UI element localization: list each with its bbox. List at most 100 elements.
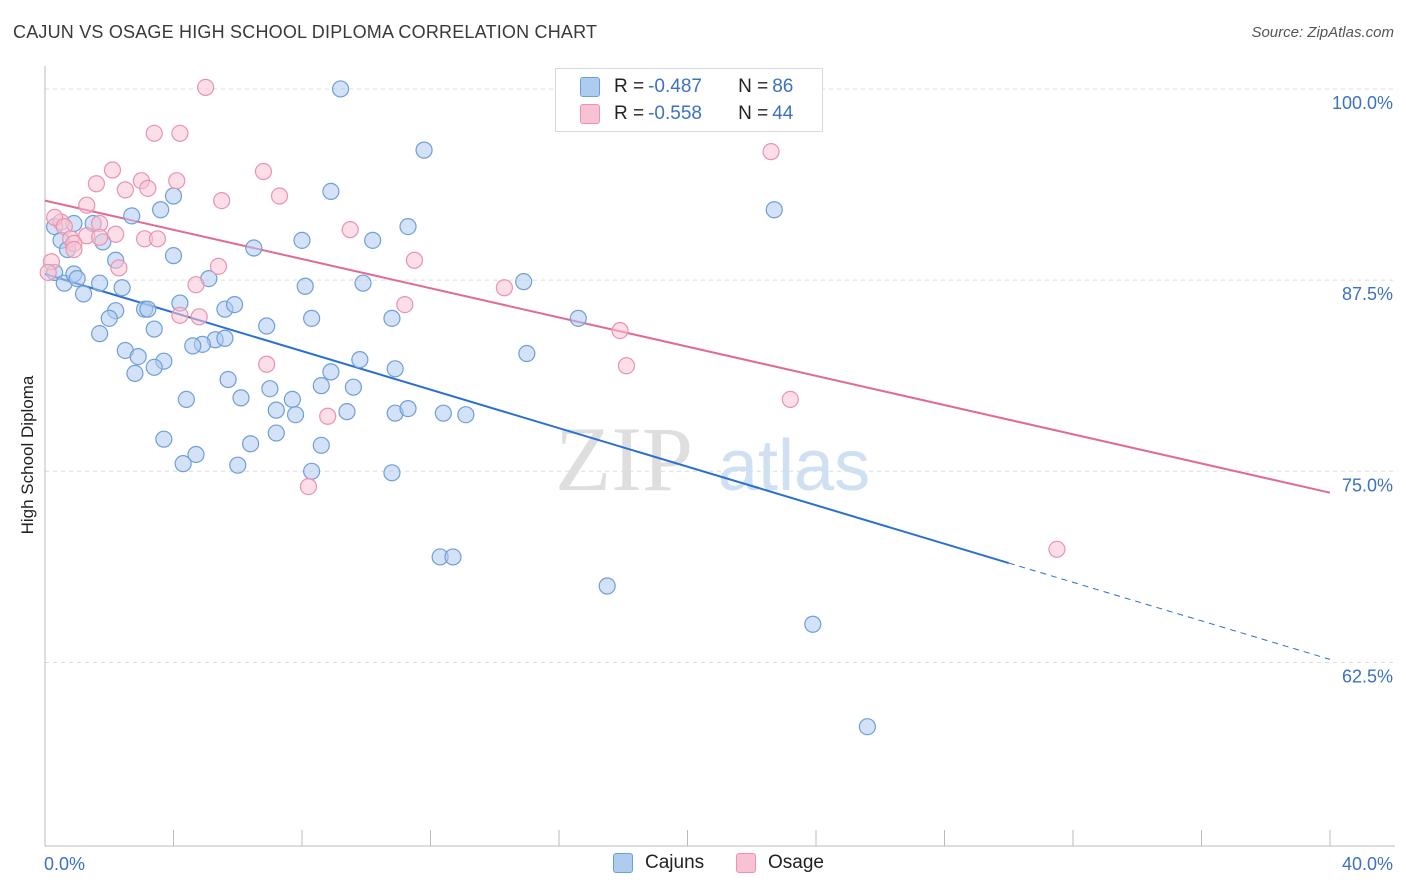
x-tick-labels: 0.0% 40.0% xyxy=(44,854,1393,874)
y-tick-label: 87.5% xyxy=(1342,284,1393,304)
legend-item-osage[interactable]: Osage xyxy=(736,852,824,874)
osage-swatch xyxy=(736,853,756,873)
cajuns-point xyxy=(74,285,93,303)
cajuns-point xyxy=(225,295,244,314)
osage-point xyxy=(209,257,228,275)
cajuns-point xyxy=(258,317,276,335)
r-label: R = xyxy=(614,103,645,124)
cajuns-point xyxy=(804,615,822,633)
x-tick-label-max: 40.0% xyxy=(1342,854,1393,874)
cajuns-point xyxy=(113,279,131,297)
cajuns-r-value: -0.487 xyxy=(648,76,702,97)
cajuns-point xyxy=(139,300,157,318)
cajuns-point xyxy=(216,329,234,347)
osage-point xyxy=(187,276,205,294)
cajuns-point xyxy=(242,435,260,453)
osage-point xyxy=(258,355,276,373)
cajuns-point xyxy=(68,269,86,288)
y-tick-label: 100.0% xyxy=(1332,93,1393,113)
osage-point xyxy=(1048,540,1066,558)
cajuns-point xyxy=(187,445,205,464)
cajuns-point xyxy=(858,718,877,736)
cajuns-point xyxy=(322,363,340,381)
cajuns-point xyxy=(145,320,163,338)
legend-item-cajuns[interactable]: Cajuns xyxy=(613,852,704,874)
osage-point xyxy=(341,221,359,239)
cajuns-point xyxy=(354,274,372,292)
cajuns-swatch xyxy=(613,853,633,873)
osage-point xyxy=(91,228,109,246)
osage-point xyxy=(197,78,215,97)
osage-point xyxy=(299,477,318,496)
cajuns-point xyxy=(219,370,237,389)
osage-point xyxy=(78,196,96,214)
cajuns-point xyxy=(177,390,195,409)
cajuns-point xyxy=(331,80,350,98)
watermark-zip: ZIP xyxy=(555,408,693,510)
cajuns-point xyxy=(444,548,462,566)
cajuns-point xyxy=(129,347,147,366)
osage-point xyxy=(762,143,780,161)
cajuns-point xyxy=(344,378,362,396)
osage-point xyxy=(87,175,106,193)
cajuns-point xyxy=(232,389,250,407)
osage-point xyxy=(171,124,189,142)
cajuns-point xyxy=(415,141,433,159)
data-points xyxy=(39,78,1066,736)
cajuns-trend-line xyxy=(44,273,1010,565)
osage-point xyxy=(107,225,125,243)
y-tick-label: 62.5% xyxy=(1342,666,1393,686)
watermark: ZIP atlas xyxy=(555,408,870,510)
cajuns-point xyxy=(383,464,401,482)
osage-n-value: 44 xyxy=(772,103,794,124)
cajuns-point xyxy=(155,430,173,448)
r-label: R = xyxy=(614,76,645,97)
osage-r-value: -0.558 xyxy=(648,103,702,124)
cajuns-point xyxy=(383,309,401,327)
source-label: Source: ZipAtlas.com xyxy=(1251,24,1394,41)
axes xyxy=(44,66,1395,847)
cajuns-point xyxy=(184,337,202,355)
cajuns-point xyxy=(322,182,340,201)
watermark-atlas: atlas xyxy=(718,426,870,506)
cajuns-point xyxy=(312,436,330,454)
cajuns-point xyxy=(293,231,311,249)
cajuns-point xyxy=(267,401,285,419)
osage-point xyxy=(611,321,629,340)
cajuns-point xyxy=(174,455,192,473)
y-tick-label: 75.0% xyxy=(1342,475,1393,495)
cajuns-point xyxy=(399,399,417,418)
cajuns-point xyxy=(434,404,452,422)
n-label: N = xyxy=(738,76,769,97)
cajuns-point xyxy=(267,424,285,442)
cajuns-point xyxy=(296,277,314,295)
n-label: N = xyxy=(738,103,769,124)
gridlines xyxy=(45,88,1395,663)
cajuns-point xyxy=(126,364,144,383)
y-axis-label: High School Diploma xyxy=(18,375,37,535)
legend-row-osage: R = -0.558 N = 44 xyxy=(556,101,793,127)
cajuns-point xyxy=(399,217,417,236)
osage-swatch xyxy=(580,104,600,124)
cajuns-point xyxy=(100,309,118,327)
osage-point xyxy=(139,179,157,197)
cajuns-point xyxy=(364,231,382,249)
osage-point xyxy=(116,181,134,199)
cajuns-point xyxy=(123,207,141,225)
cajuns-point xyxy=(152,201,170,219)
cajuns-point xyxy=(286,406,305,424)
osage-point xyxy=(65,240,83,259)
osage-point xyxy=(145,124,163,142)
legend-label-osage: Osage xyxy=(768,852,824,873)
cajuns-n-value: 86 xyxy=(772,76,794,97)
cajuns-point xyxy=(598,577,616,595)
osage-point xyxy=(270,187,289,205)
osage-point xyxy=(168,172,186,190)
osage-point xyxy=(396,295,414,314)
osage-point xyxy=(190,308,208,326)
osage-point xyxy=(495,279,513,297)
cajuns-point xyxy=(91,274,109,292)
osage-point xyxy=(39,263,57,282)
y-tick-labels: 100.0% 87.5% 75.0% 62.5% xyxy=(1332,93,1393,687)
